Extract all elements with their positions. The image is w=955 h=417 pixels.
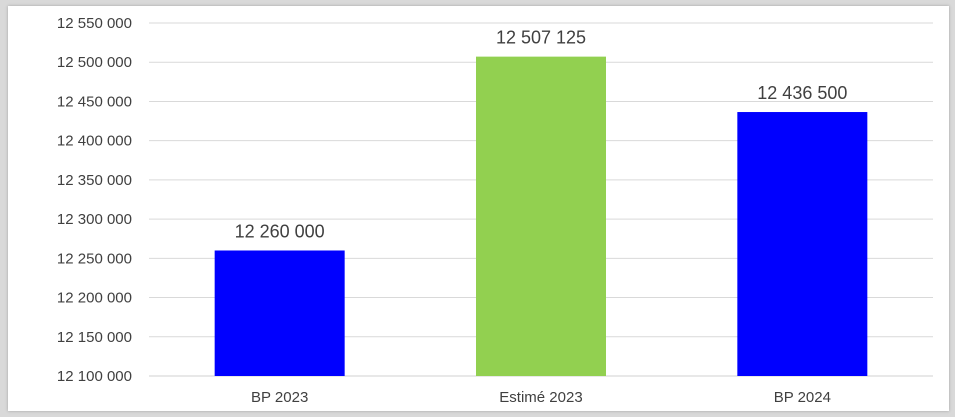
y-tick-label: 12 400 000 [57,133,132,150]
y-axis-tick-labels: 12 100 000 12 150 000 12 200 000 12 250 000… [57,15,132,385]
bar-0 [214,250,345,376]
data-labels: 12 260 000 12 507 125 12 436 500 [235,28,848,242]
y-tick-label: 12 150 000 [57,329,132,346]
data-label: 12 260 000 [235,221,325,241]
y-tick-label: 12 350 000 [57,172,132,189]
y-tick-label: 12 300 000 [57,211,132,228]
bar-2 [737,112,868,376]
y-tick-label: 12 200 000 [57,290,132,307]
y-tick-label: 12 100 000 [57,368,132,385]
y-tick-label: 12 450 000 [57,93,132,110]
category-label: BP 2024 [774,389,831,406]
y-tick-label: 12 250 000 [57,250,132,267]
y-tick-label: 12 500 000 [57,54,132,71]
x-axis-category-labels: BP 2023 Estimé 2023 BP 2024 [251,389,831,406]
data-label: 12 436 500 [757,83,847,103]
data-label: 12 507 125 [496,28,586,48]
category-label: BP 2023 [251,389,308,406]
category-label: Estimé 2023 [499,389,582,406]
y-tick-label: 12 550 000 [57,15,132,32]
bar-1 [476,56,606,376]
bars [214,56,868,376]
